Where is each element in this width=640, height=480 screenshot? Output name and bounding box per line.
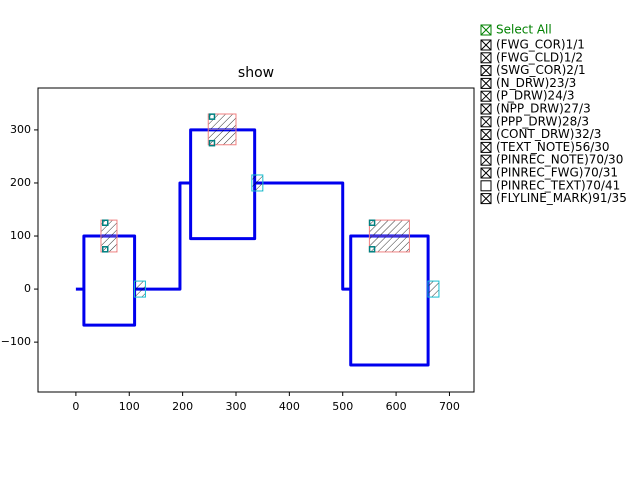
x-tick-label: 100 <box>119 400 140 413</box>
layer-checkbox[interactable]: (N_DRW)23/3 <box>480 76 576 90</box>
port <box>133 280 146 298</box>
y-tick-label: −100 <box>1 335 31 348</box>
y-tick-label: 200 <box>10 176 31 189</box>
checkbox <box>480 180 492 192</box>
layer-label: (NPP_DRW)27/3 <box>496 102 591 116</box>
check-mark <box>480 154 492 166</box>
pin <box>101 246 109 253</box>
x-tick-label: 0 <box>72 400 79 413</box>
layer-checkbox[interactable]: (FLYLINE_MARK)91/35 <box>480 191 627 205</box>
check-mark <box>480 193 492 204</box>
layer-label: (P_DRW)24/3 <box>496 89 575 103</box>
pin <box>208 139 216 147</box>
layer-checkbox[interactable]: (PINREC_FWG)70/31 <box>480 166 618 180</box>
layer-checkbox[interactable]: (FWG_COR)1/1 <box>480 38 585 52</box>
layer-label: (N_DRW)23/3 <box>496 76 576 90</box>
layer-checkbox[interactable]: (CONT_DRW)32/3 <box>480 127 601 141</box>
layer-checkbox[interactable]: Select All <box>480 23 552 37</box>
check-mark <box>480 78 492 89</box>
layer-label: (FWG_COR)1/1 <box>496 38 585 52</box>
layer-checkbox[interactable]: (TEXT_NOTE)56/30 <box>480 140 610 154</box>
layer-checkbox[interactable]: (PINREC_NOTE)70/30 <box>480 153 623 167</box>
y-tick-label: 100 <box>10 229 31 242</box>
check-mark <box>480 142 492 153</box>
layer-checkbox[interactable]: (PPP_DRW)28/3 <box>480 114 589 128</box>
chart-title: show <box>238 65 274 81</box>
plot-area <box>75 113 440 367</box>
layer-label: (SWG_COR)2/1 <box>496 63 586 77</box>
x-tick-label: 400 <box>279 400 300 413</box>
check-mark <box>480 24 492 36</box>
layer-checkbox[interactable]: (P_DRW)24/3 <box>480 89 575 103</box>
check-mark <box>480 90 492 102</box>
check-mark <box>480 167 492 179</box>
layer-label: (FWG_CLD)1/2 <box>496 50 583 64</box>
check-mark <box>480 65 492 76</box>
waveguide <box>75 234 137 327</box>
y-tick-label: 300 <box>10 123 31 136</box>
pin <box>101 219 109 227</box>
port <box>427 280 440 298</box>
check-mark <box>480 39 492 51</box>
layer-label: (TEXT_NOTE)56/30 <box>496 140 610 154</box>
check-mark <box>480 52 492 64</box>
waveguide <box>134 128 257 291</box>
layer-label: (PINREC_TEXT)70/41 <box>496 178 620 192</box>
y-tick-label: 0 <box>24 282 31 295</box>
layer-label: (FLYLINE_MARK)91/35 <box>496 191 627 205</box>
layer-checkbox[interactable]: (SWG_COR)2/1 <box>480 63 586 77</box>
pin <box>368 246 376 253</box>
x-tick-label: 700 <box>439 400 460 413</box>
layer-label: (PINREC_FWG)70/31 <box>496 166 618 180</box>
layer-label: (PINREC_NOTE)70/30 <box>496 153 623 167</box>
layer-label: (CONT_DRW)32/3 <box>496 127 601 141</box>
waveguide <box>254 181 430 367</box>
layer-checkbox[interactable]: (PINREC_TEXT)70/41 <box>480 178 620 192</box>
layer-checkbox[interactable]: (FWG_CLD)1/2 <box>480 50 583 64</box>
layer-label: Select All <box>496 23 552 37</box>
axes-frame <box>37 87 475 393</box>
port <box>251 174 264 192</box>
layer-label: (PPP_DRW)28/3 <box>496 114 589 128</box>
x-tick-label: 500 <box>332 400 353 413</box>
check-mark <box>480 103 492 115</box>
x-tick-label: 300 <box>225 400 246 413</box>
x-tick-label: 200 <box>172 400 193 413</box>
pin <box>368 219 376 227</box>
x-tick-label: 600 <box>386 400 407 413</box>
check-mark <box>480 116 492 128</box>
pin <box>208 113 216 120</box>
layer-checkbox[interactable]: (NPP_DRW)27/3 <box>480 102 591 116</box>
check-mark <box>480 129 492 140</box>
